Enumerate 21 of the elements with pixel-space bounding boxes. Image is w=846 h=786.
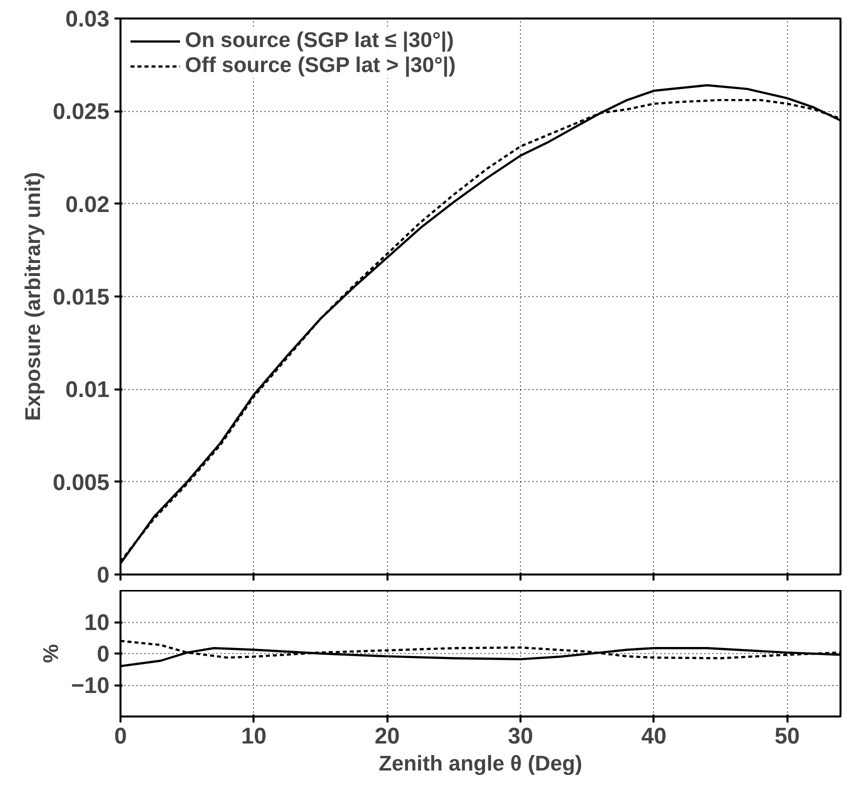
x-axis-title: Zenith angle θ (Deg) xyxy=(378,752,582,776)
y-tick-label: 0 xyxy=(96,562,110,588)
x-tick-label: 0 xyxy=(114,722,127,748)
y-tick-label: 10 xyxy=(84,609,110,635)
y-tick-label: 0.015 xyxy=(52,284,110,310)
y-tick-label: 0.025 xyxy=(52,98,110,124)
y-axis-title: % xyxy=(39,644,64,663)
legend-label: On source (SGP lat ≤ |30°|) xyxy=(185,28,454,53)
y-axis-title: Exposure (arbitrary unit) xyxy=(20,172,45,421)
y-tick-label: 0.03 xyxy=(65,6,110,32)
y-tick-label: 0.01 xyxy=(65,376,110,402)
x-tick-label: 10 xyxy=(241,722,266,748)
y-tick-label: 0.02 xyxy=(65,190,110,217)
x-tick-label: 50 xyxy=(774,722,800,748)
x-tick-label: 30 xyxy=(508,722,534,748)
y-tick-label: 0.005 xyxy=(52,468,110,495)
legend-label: Off source (SGP lat > |30°|) xyxy=(185,53,456,78)
x-tick-label: 40 xyxy=(641,722,666,748)
y-tick-label: −10 xyxy=(71,672,110,698)
y-tick-label: 0 xyxy=(96,640,110,666)
x-tick-label: 20 xyxy=(374,722,400,748)
